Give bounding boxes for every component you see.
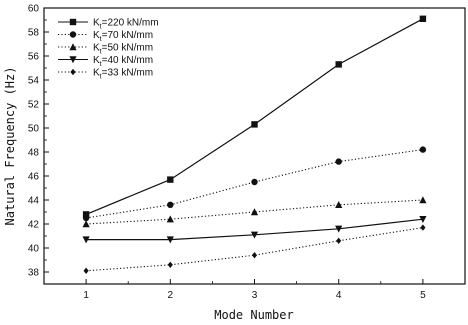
series-line <box>86 227 423 272</box>
x-tick-label: 2 <box>168 290 174 301</box>
data-point <box>336 237 342 244</box>
series-2 <box>82 146 427 222</box>
data-point <box>335 158 342 165</box>
data-point <box>82 214 90 222</box>
y-tick-label: 48 <box>28 148 40 159</box>
y-tick-label: 46 <box>28 172 40 183</box>
y-tick-label: 38 <box>28 268 40 279</box>
data-point <box>82 211 90 218</box>
x-axis-title: Mode Number <box>214 308 293 322</box>
data-point <box>419 15 427 22</box>
legend-marker <box>69 43 77 51</box>
data-point <box>167 261 173 268</box>
legend-entry: Kt=40 kN/mm <box>58 55 153 68</box>
legend-entry: Kt=33 kN/mm <box>58 68 153 81</box>
series-4 <box>82 216 427 244</box>
legend-marker <box>69 56 77 64</box>
legend-entry: Kt=70 kN/mm <box>58 30 153 43</box>
data-point <box>167 201 174 208</box>
series-3 <box>82 196 427 228</box>
data-point <box>251 178 258 186</box>
legend-entry: Kt=220 kN/mm <box>58 18 159 31</box>
y-tick-label: 44 <box>28 196 40 207</box>
x-axis-ticks: 1 2 3 4 5 <box>43 279 466 301</box>
data-point <box>420 224 426 231</box>
y-tick-label: 42 <box>28 220 40 231</box>
data-point <box>335 201 343 208</box>
legend-label: Kt=40 kN/mm <box>93 55 153 68</box>
y-tick-label: 58 <box>28 28 40 39</box>
legend-marker <box>69 31 77 38</box>
y-tick-label: 56 <box>28 52 40 63</box>
legend-label: Kt=33 kN/mm <box>93 68 153 81</box>
data-point <box>251 252 258 259</box>
legend-label: Kt=220 kN/mm <box>93 18 159 31</box>
x-tick-label: 3 <box>252 290 258 301</box>
y-tick-label: 60 <box>28 4 40 15</box>
legend-entry: Kt=50 kN/mm <box>58 43 153 56</box>
data-point <box>83 267 89 274</box>
y-tick-label: 54 <box>28 76 40 87</box>
y-tick-label: 52 <box>28 100 40 111</box>
legend-marker <box>70 68 76 76</box>
y-axis-ticks: 38 40 42 44 46 48 50 52 54 56 58 60 <box>28 4 49 285</box>
y-tick-label: 50 <box>28 124 40 135</box>
series-layer <box>82 15 427 274</box>
legend-label: Kt=50 kN/mm <box>93 43 153 56</box>
legend-label: Kt=70 kN/mm <box>93 30 153 43</box>
data-point <box>419 146 427 153</box>
data-point <box>82 220 90 228</box>
data-point <box>419 216 427 223</box>
x-tick-label: 4 <box>336 290 342 301</box>
x-tick-label: 5 <box>420 290 426 301</box>
data-point <box>166 215 174 223</box>
data-point <box>335 61 342 68</box>
series-1 <box>82 15 427 218</box>
data-point <box>250 231 259 239</box>
legend-marker <box>69 18 77 26</box>
series-5 <box>83 224 426 274</box>
data-point <box>166 236 174 244</box>
data-point <box>167 176 174 183</box>
data-point <box>251 121 258 128</box>
data-point <box>335 225 343 233</box>
data-point <box>419 196 427 204</box>
y-axis-title: Natural Frequency (Hz) <box>3 67 17 226</box>
y-tick-label: 40 <box>28 244 40 255</box>
data-point <box>250 208 259 216</box>
x-tick-label: 1 <box>83 290 89 301</box>
data-point <box>82 236 90 244</box>
